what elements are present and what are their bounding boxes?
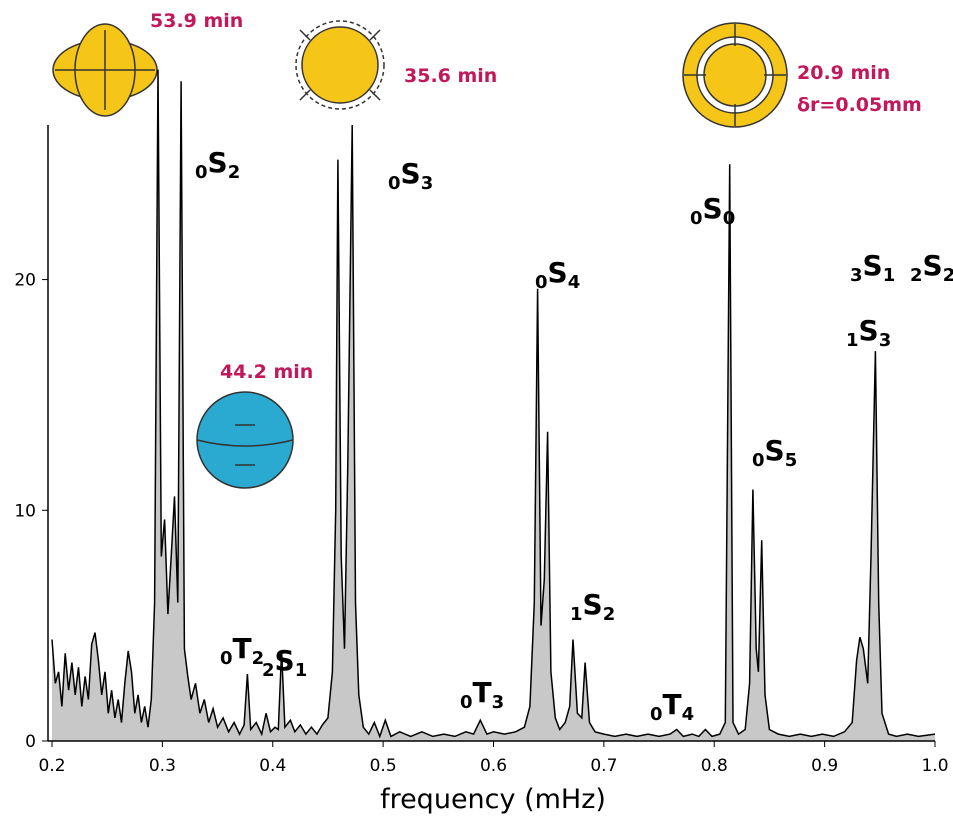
mode-sub: 4 (682, 704, 695, 725)
period-label: 44.2 min (220, 361, 313, 383)
mode-letter: S (703, 192, 723, 225)
mode-sub: 3 (492, 692, 505, 713)
mode-letter: S (923, 249, 943, 282)
mode-sub: 2 (252, 648, 265, 669)
icon-0s3 (295, 20, 385, 110)
mode-pre: 0 (220, 648, 233, 669)
x-tick-label: 0.4 (259, 756, 286, 776)
mode-label: 0S2 (195, 146, 240, 183)
mode-pre: 2 (262, 660, 275, 681)
mode-pre: 1 (846, 330, 859, 351)
mode-sub: 1 (883, 265, 896, 286)
mode-letter: T (473, 676, 492, 709)
mode-sub: 4 (568, 272, 581, 293)
mode-letter: S (275, 644, 295, 677)
y-tick-label: 0 (25, 732, 36, 752)
mode-pre: 0 (460, 692, 473, 713)
mode-pre: 0 (650, 704, 663, 725)
mode-sub: 0 (723, 208, 736, 229)
mode-letter: S (401, 157, 421, 190)
mode-letter: S (863, 249, 883, 282)
x-tick-label: 0.2 (38, 756, 65, 776)
mode-sub: 3 (421, 173, 434, 194)
y-tick-label: 20 (14, 271, 36, 291)
mode-letter: T (233, 632, 252, 665)
mode-label: 2S2 (910, 249, 953, 286)
x-tick-label: 0.5 (370, 756, 397, 776)
mode-sub: 3 (879, 330, 892, 351)
icon-0s2 (52, 23, 158, 117)
mode-label: 3S1 (850, 249, 895, 286)
mode-pre: 0 (752, 450, 765, 471)
mode-letter: S (765, 434, 785, 467)
spectrum-line (51, 69, 936, 739)
mode-pre: 0 (690, 208, 703, 229)
x-tick-label: 0.9 (811, 756, 838, 776)
mode-label: 0T2 (220, 632, 264, 669)
mode-label: 1S3 (846, 314, 891, 351)
mode-pre: 0 (535, 272, 548, 293)
y-tick-label: 10 (14, 501, 36, 521)
icon-0t2 (196, 391, 294, 489)
mode-sub: 2 (228, 162, 241, 183)
mode-label: 0S4 (535, 256, 580, 293)
mode-label: 0S5 (752, 434, 797, 471)
mode-label: 2S1 (262, 644, 307, 681)
mode-letter: S (583, 588, 603, 621)
mode-label: 0S0 (690, 192, 735, 229)
mode-pre: 2 (910, 265, 923, 286)
mode-pre: 1 (570, 604, 583, 625)
x-tick-label: 0.8 (701, 756, 728, 776)
x-tick-label: 1.0 (921, 756, 948, 776)
mode-pre: 3 (850, 265, 863, 286)
mode-letter: T (663, 688, 682, 721)
mode-letter: S (859, 314, 879, 347)
period-label: 35.6 min (404, 65, 497, 87)
x-tick-label: 0.7 (590, 756, 617, 776)
mode-label: 0T4 (650, 688, 694, 725)
mode-pre: 0 (195, 162, 208, 183)
period-label: δr=0.05mm (797, 94, 922, 116)
mode-sub: 2 (943, 265, 953, 286)
x-axis-label: frequency (mHz) (380, 784, 606, 815)
mode-sub: 2 (603, 604, 616, 625)
mode-label: 0T3 (460, 676, 504, 713)
period-label: 53.9 min (150, 10, 243, 32)
period-label: 20.9 min (797, 62, 890, 84)
x-tick-label: 0.6 (480, 756, 507, 776)
mode-sub: 5 (785, 450, 798, 471)
mode-letter: S (208, 146, 228, 179)
mode-sub: 1 (295, 660, 308, 681)
mode-label: 1S2 (570, 588, 615, 625)
x-tick-label: 0.3 (149, 756, 176, 776)
mode-pre: 0 (388, 173, 401, 194)
mode-letter: S (548, 256, 568, 289)
icon-0s0 (682, 22, 788, 128)
mode-label: 0S3 (388, 157, 433, 194)
